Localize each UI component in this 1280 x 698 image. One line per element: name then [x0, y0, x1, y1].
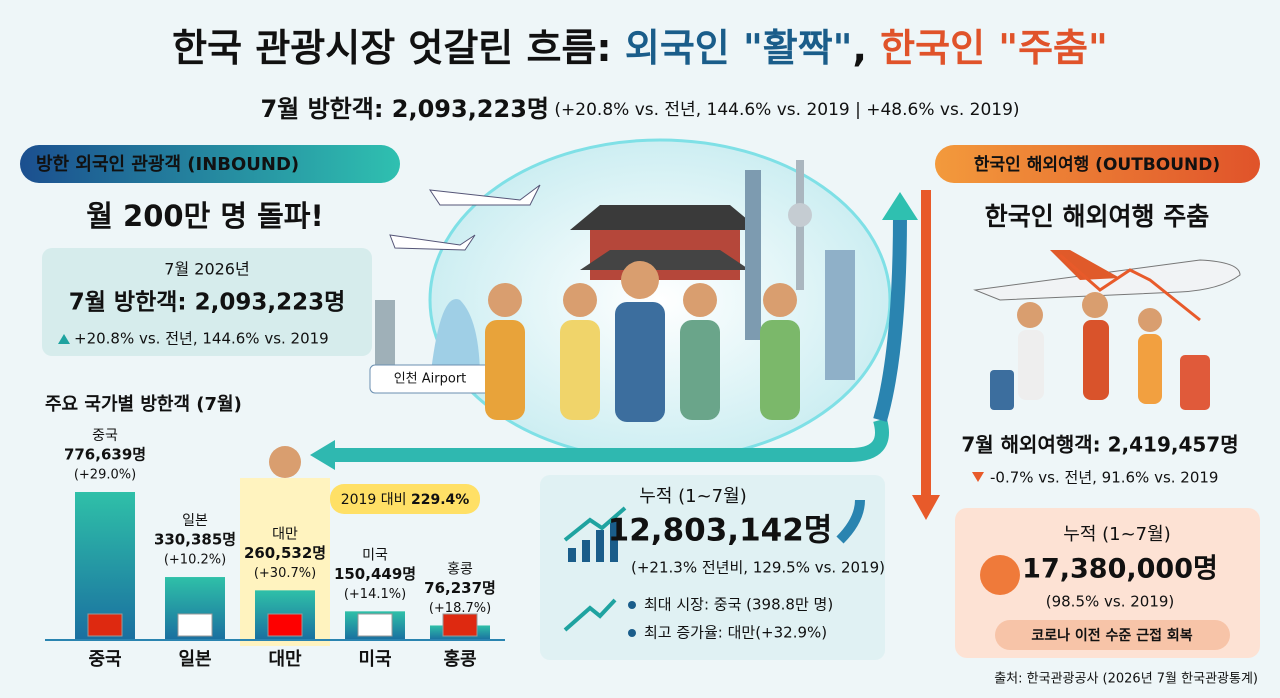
bar-country: 홍콩 [447, 561, 473, 577]
highlight-value: 229.4% [411, 492, 469, 508]
flag [442, 613, 478, 637]
change-label: (+18.7%) [429, 601, 491, 616]
arrow-head [882, 192, 918, 220]
x-tick-label: 미국 [358, 649, 391, 670]
up-arrow [873, 214, 907, 422]
change-label: (+29.0%) [74, 468, 136, 483]
x-tick-label: 중국 [88, 649, 121, 670]
bar-country: 대만 [272, 526, 298, 542]
bullet [628, 601, 636, 609]
chart-title: 주요 국가별 방한객 (7월) [45, 394, 242, 415]
outbound-cum-label: 누적 (1~7월) [1063, 524, 1170, 545]
outbound-cum-change: (98.5% vs. 2019) [1046, 593, 1175, 611]
x-tick-label: 홍콩 [443, 648, 476, 670]
bar-country: 중국 [92, 428, 118, 444]
badge [20, 145, 400, 183]
subtitle-detail: (+20.8% vs. 전년, 144.6% vs. 2019 | +48.6%… [549, 100, 1020, 120]
value-label: 330,385명 [154, 531, 236, 549]
highlight-text: 2019 대비 229.4% [341, 492, 470, 508]
card-date: 7월 2026년 [164, 260, 249, 279]
arrow-head [310, 440, 335, 470]
inbound-arrow [330, 418, 889, 462]
flag [267, 613, 303, 637]
subtitle: 7월 방한객: 2,093,223명 (+20.8% vs. 전년, 144.6… [260, 95, 1019, 123]
up-triangle [58, 334, 70, 344]
bar-country: 일본 [182, 513, 208, 529]
card [42, 248, 372, 356]
badge [935, 145, 1260, 183]
highlight-bubble [330, 484, 480, 514]
badge-text: 방한 외국인 관광객 (INBOUND) [36, 154, 299, 175]
illustration: 인천 Airport [369, 138, 892, 462]
person-icon [269, 446, 301, 478]
cumulative-value: 12,803,142명 [608, 513, 833, 549]
bullet-text: 최고 증가율: 대만(+32.9%) [644, 624, 827, 642]
subtitle-main: 7월 방한객: 2,093,223명 [260, 95, 549, 123]
title-part: 외국인 "활짝" [625, 26, 853, 70]
value-label: 76,237명 [424, 579, 496, 597]
mini-arrow [836, 499, 865, 544]
change-label: (+30.7%) [254, 566, 316, 581]
badge-text: 한국인 해외여행 (OUTBOUND) [974, 155, 1220, 175]
highlight-prefix: 2019 대비 [341, 492, 411, 508]
flag [357, 613, 393, 637]
bullet [628, 629, 636, 637]
flag [87, 613, 123, 637]
headline: 한국인 해외여행 주춤 [985, 202, 1209, 231]
growth-icon [563, 506, 627, 562]
change-label: (+10.2%) [164, 553, 226, 568]
title-part: 한국인 "주춤" [880, 26, 1108, 70]
title-part: 한국 관광시장 엇갈린 흐름: [172, 26, 625, 70]
globe-icon [980, 555, 1020, 595]
value-label: 260,532명 [244, 544, 326, 562]
title: 한국 관광시장 엇갈린 흐름: 외국인 "활짝", 한국인 "주춤" [172, 26, 1108, 70]
source: 출처: 한국관광공사 (2026년 7월 한국관광통계) [994, 672, 1258, 687]
pill-text: 코로나 이전 수준 근접 회복 [1031, 627, 1192, 644]
headline: 월 200만 명 돌파! [86, 199, 323, 233]
outbound-stat: 7월 해외여행객: 2,419,457명 [961, 433, 1238, 457]
cumulative-box [540, 475, 885, 660]
travel-illustration [973, 250, 1241, 410]
bullet-text: 최대 시장: 중국 (398.8만 명) [644, 596, 833, 614]
value-label: 776,639명 [64, 446, 146, 464]
pill [995, 620, 1230, 650]
bar-chart: 중국776,639명(+29.0%)중국일본330,385명(+10.2%)일본… [45, 428, 505, 670]
value-label: 150,449명 [334, 565, 416, 583]
outbound-change: -0.7% vs. 전년, 91.6% vs. 2019 [990, 469, 1218, 487]
cumulative-change: (+21.3% 전년비, 129.5% vs. 2019) [631, 559, 885, 577]
arrow-head [912, 495, 940, 520]
change-label: (+14.1%) [344, 587, 406, 602]
card-label: 7월 방한객: 2,093,223명 [69, 290, 346, 316]
x-tick-label: 일본 [178, 649, 211, 670]
card-change: +20.8% vs. 전년, 144.6% vs. 2019 [74, 330, 329, 348]
trend-icon [563, 598, 617, 632]
title-part: , [853, 26, 881, 70]
x-tick-label: 대만 [268, 649, 302, 670]
down-triangle [972, 472, 984, 482]
outbound-cum-value: 17,380,000명 [1022, 554, 1218, 585]
airport-sign: 인천 Airport [394, 372, 467, 387]
bar-country: 미국 [362, 547, 388, 563]
cumulative-label: 누적 (1~7월) [639, 486, 746, 507]
flag [177, 613, 213, 637]
